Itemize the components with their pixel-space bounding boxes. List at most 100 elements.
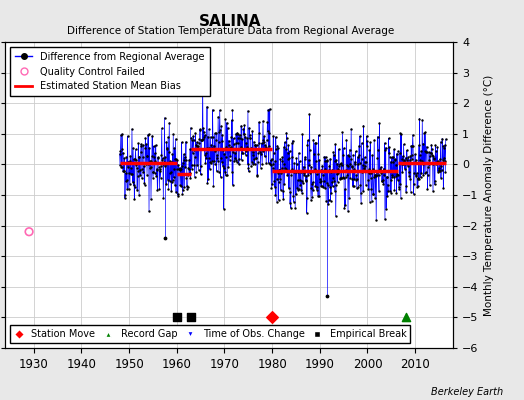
Point [374, 172, 383, 179]
Point [225, 138, 233, 144]
Point [348, 163, 356, 169]
Point [353, 160, 362, 167]
Point [376, 168, 385, 174]
Point [361, 154, 369, 160]
Point [179, 187, 188, 193]
Point [294, 187, 302, 193]
Point [259, 138, 268, 145]
Point [252, 154, 260, 161]
Point [409, 191, 418, 197]
Point [355, 142, 363, 149]
Point [295, 186, 303, 192]
Point [145, 131, 153, 137]
Point [122, 154, 130, 160]
Point [422, 143, 431, 150]
Point [189, 137, 198, 144]
Point [320, 158, 329, 164]
Point [416, 156, 424, 163]
Point [220, 206, 228, 212]
Point [383, 193, 391, 200]
Point [208, 158, 216, 164]
Point [147, 196, 155, 202]
Point [302, 172, 311, 179]
Point [320, 154, 329, 160]
Point [143, 153, 151, 160]
Point [199, 136, 207, 142]
Point [135, 192, 143, 198]
Point [271, 192, 279, 198]
Point [362, 159, 370, 165]
Point [169, 131, 178, 138]
Point [404, 159, 412, 166]
Point [359, 122, 368, 129]
Point [435, 165, 443, 171]
Point [126, 181, 134, 187]
Point [335, 161, 344, 168]
Point [328, 179, 336, 186]
Point [397, 195, 405, 201]
Point [298, 131, 307, 138]
Point [190, 162, 199, 168]
Point [167, 169, 175, 175]
Point [390, 146, 398, 152]
Point [383, 174, 391, 180]
Point [442, 136, 450, 142]
Point [198, 136, 206, 143]
Point [388, 154, 396, 161]
Point [398, 161, 406, 168]
Point [119, 168, 128, 174]
Point [427, 150, 435, 157]
Point [351, 158, 359, 165]
Point [128, 126, 136, 132]
Point [200, 134, 209, 140]
Point [203, 104, 211, 110]
Point [175, 166, 183, 172]
Point [322, 157, 331, 164]
Point [331, 141, 340, 147]
Point [411, 151, 419, 157]
Point [244, 108, 252, 114]
Point [395, 183, 403, 190]
Point [118, 131, 126, 137]
Point [279, 144, 288, 150]
Point [182, 183, 191, 190]
Point [201, 160, 210, 166]
Point [288, 166, 297, 172]
Point [441, 168, 450, 175]
Point [154, 155, 162, 161]
Point [185, 156, 193, 163]
Point [439, 156, 447, 163]
Point [144, 160, 152, 167]
Point [339, 129, 347, 136]
Point [299, 163, 308, 170]
Point [25, 228, 33, 235]
Point [420, 130, 429, 136]
Point [360, 165, 368, 172]
Point [220, 165, 228, 171]
Point [218, 138, 226, 144]
Point [223, 172, 232, 179]
Point [336, 175, 344, 181]
Point [289, 198, 298, 205]
Point [172, 156, 181, 163]
Point [224, 164, 233, 170]
Point [333, 178, 342, 185]
Point [339, 173, 347, 180]
Point [260, 133, 268, 140]
Point [141, 145, 149, 151]
Point [376, 166, 384, 173]
Point [414, 182, 422, 189]
Point [142, 141, 150, 148]
Point [127, 171, 136, 177]
Point [246, 134, 255, 141]
Point [334, 166, 342, 172]
Point [148, 169, 157, 176]
Point [283, 172, 291, 178]
Point [422, 169, 430, 176]
Point [170, 166, 178, 172]
Point [342, 136, 351, 143]
Point [377, 164, 385, 170]
Point [196, 126, 204, 133]
Point [374, 133, 382, 140]
Point [146, 158, 154, 164]
